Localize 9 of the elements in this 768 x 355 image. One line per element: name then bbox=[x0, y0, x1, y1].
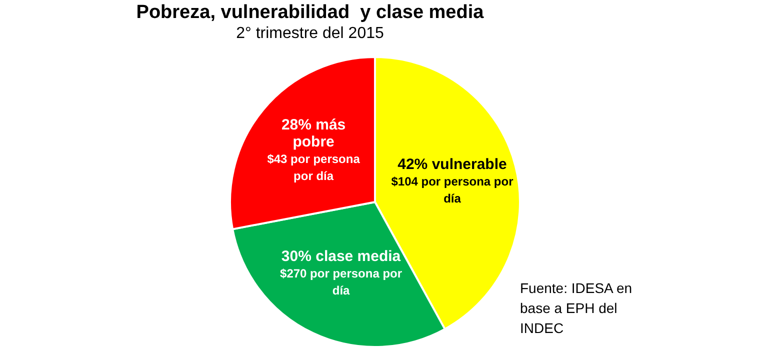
slice-label: 30% clase media bbox=[281, 248, 402, 266]
text: $270 por persona por día bbox=[280, 266, 402, 298]
text: $43 por persona por día bbox=[267, 152, 360, 183]
slice-label: 28% más pobre bbox=[281, 116, 346, 151]
text: $104 por persona por día bbox=[391, 174, 514, 206]
slice-label: 42% vulnerable bbox=[398, 156, 507, 174]
source-note: Fuente: IDESA en base a EPH del INDEC bbox=[520, 279, 634, 338]
chart-title: Pobreza, vulnerabilidad y clase media bbox=[135, 2, 485, 24]
chart-subtitle: 2° trimestre del 2015 bbox=[235, 25, 385, 43]
